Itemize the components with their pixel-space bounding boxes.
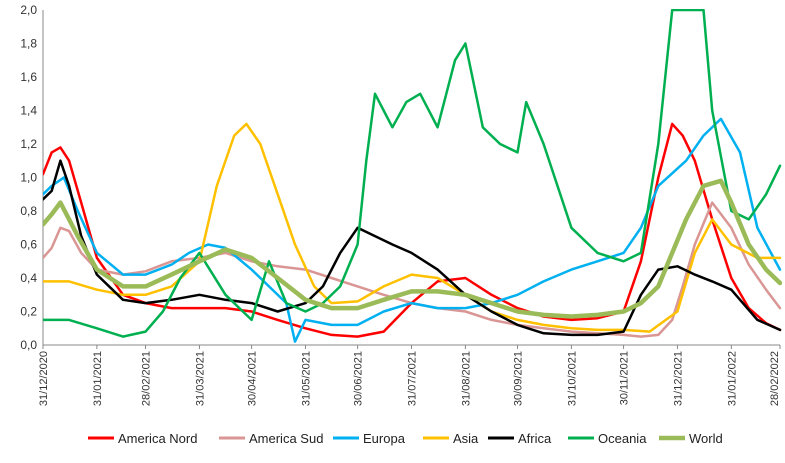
- y-tick-label: 1,2: [20, 137, 37, 151]
- y-tick-label: 0,8: [20, 204, 37, 218]
- x-tick-label: 31/05/2021: [300, 351, 312, 406]
- y-tick-label: 1,4: [20, 104, 37, 118]
- series-line-asia: [43, 122, 782, 333]
- legend-label: Oceania: [598, 431, 647, 446]
- y-tick-label: 0,0: [20, 338, 37, 352]
- x-tick-label: 31/12/2021: [672, 351, 684, 406]
- x-tick-label: 28/02/2021: [141, 351, 153, 406]
- x-tick-label: 30/06/2021: [353, 351, 365, 406]
- x-tick-label: 31/01/2021: [92, 351, 104, 406]
- y-tick-label: 1,6: [20, 70, 37, 84]
- x-tick-label: 31/07/2021: [407, 351, 419, 406]
- x-tick-label: 31/10/2021: [566, 351, 578, 406]
- legend-label: Europa: [363, 431, 406, 446]
- series-line-america-nord: [43, 122, 782, 338]
- x-tick-label: 31/12/2020: [38, 351, 50, 406]
- chart-axes: [42, 10, 780, 346]
- series-line-oceania: [43, 9, 782, 338]
- x-tick-label: 30/09/2021: [513, 351, 525, 406]
- legend: America Nord America Sud Europa Asia Africa O…: [88, 431, 723, 446]
- y-tick-label: 1,0: [20, 171, 37, 185]
- x-tick-label: 31/01/2022: [726, 351, 738, 406]
- legend-label: Asia: [453, 431, 479, 446]
- series-line-africa: [43, 159, 782, 337]
- y-tick-label: 0,6: [20, 238, 37, 252]
- x-tick-label: 31/08/2021: [460, 351, 472, 406]
- legend-label: Africa: [518, 431, 552, 446]
- x-axis-ticks: 31/12/2020 31/01/2021 28/02/2021 31/03/2021…: [38, 345, 781, 406]
- legend-label: World: [689, 431, 723, 446]
- x-tick-label: 31/03/2021: [194, 351, 206, 406]
- y-axis-ticks: 0,0 0,2 0,4 0,6 0,8 1,0 1,2 1,4 1,6 1,8 2,0: [20, 3, 37, 352]
- plot-area: [43, 9, 782, 343]
- series-line-europa: [43, 117, 782, 343]
- x-tick-label: 30/11/2021: [619, 351, 631, 405]
- y-tick-label: 2,0: [20, 3, 37, 17]
- x-tick-label: 30/04/2021: [247, 351, 259, 406]
- y-tick-label: 0,4: [20, 271, 37, 285]
- y-tick-label: 0,2: [20, 305, 37, 319]
- legend-label: America Nord: [118, 431, 197, 446]
- y-tick-label: 1,8: [20, 37, 37, 51]
- x-tick-label: 28/02/2022: [769, 351, 781, 406]
- series-line-world: [43, 178, 782, 319]
- legend-label: America Sud: [249, 431, 323, 446]
